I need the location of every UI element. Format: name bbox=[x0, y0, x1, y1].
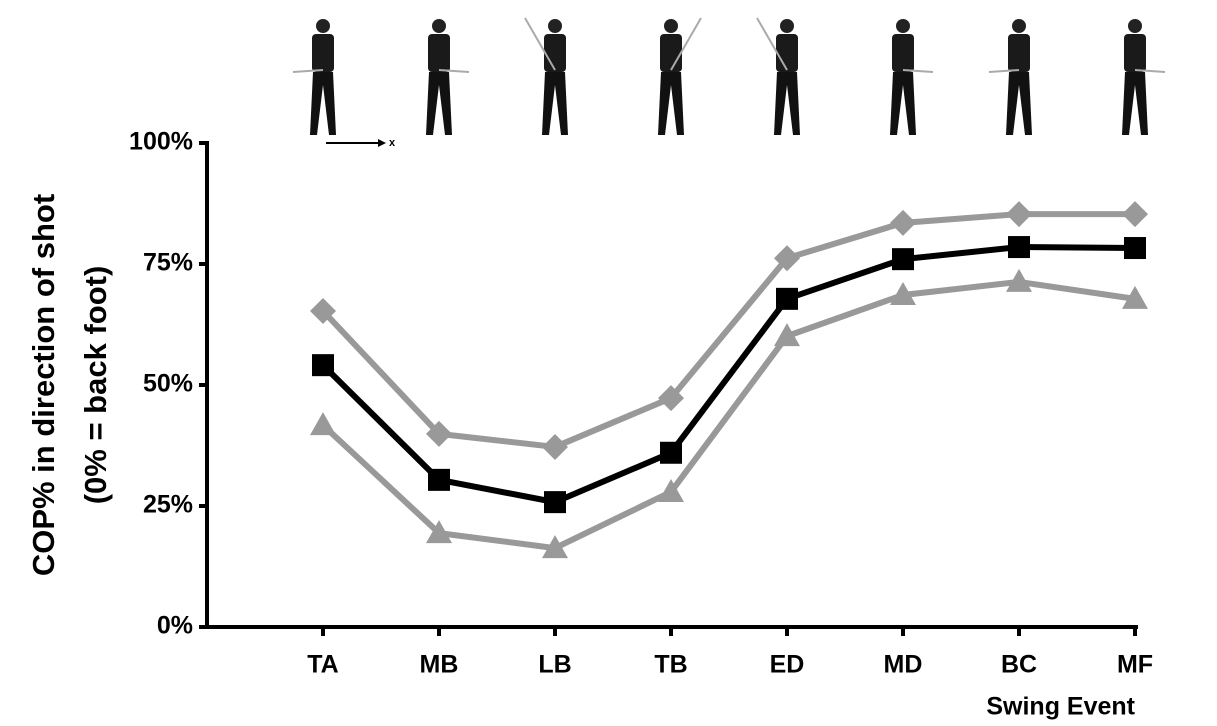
golfer-torso bbox=[776, 34, 798, 72]
y-tick-label: 25% bbox=[143, 491, 193, 519]
y-axis-label-line: COP% in direction of shot bbox=[26, 194, 61, 576]
data-point bbox=[310, 412, 336, 435]
x-tick-label: MB bbox=[420, 651, 459, 679]
golfer bbox=[525, 18, 568, 135]
golfer bbox=[757, 18, 800, 135]
golfer-torso bbox=[428, 34, 450, 72]
data-point bbox=[544, 491, 566, 513]
data-point bbox=[1124, 237, 1146, 259]
data-point bbox=[1122, 201, 1148, 227]
x-tick-label: BC bbox=[1001, 651, 1037, 679]
golfer-torso bbox=[544, 34, 566, 72]
data-point bbox=[660, 442, 682, 464]
data-point bbox=[428, 469, 450, 491]
data-point bbox=[892, 248, 914, 270]
x-tick-label: LB bbox=[538, 651, 571, 679]
golfer-head bbox=[780, 19, 794, 33]
data-point bbox=[1008, 236, 1030, 258]
data-point bbox=[542, 434, 568, 460]
data-point bbox=[312, 354, 334, 376]
golfer-legs bbox=[1006, 72, 1032, 135]
golfer bbox=[989, 19, 1032, 135]
x-tick-label: TA bbox=[307, 651, 338, 679]
x-tick-label: MD bbox=[884, 651, 923, 679]
golfer-images bbox=[293, 18, 1165, 135]
y-tick-label: 75% bbox=[143, 249, 193, 277]
golfer-head bbox=[1012, 19, 1026, 33]
y-axis-label-line: (0% = back foot) bbox=[78, 266, 113, 505]
golfer bbox=[293, 19, 336, 135]
golfer-head bbox=[548, 19, 562, 33]
golfer-torso bbox=[892, 34, 914, 72]
golfer-legs bbox=[1122, 72, 1148, 135]
y-tick-label: 100% bbox=[129, 128, 193, 156]
x-tick-label: MF bbox=[1117, 651, 1153, 679]
golfer-legs bbox=[426, 72, 452, 135]
golfer-head bbox=[316, 19, 330, 33]
golfer-head bbox=[1128, 19, 1142, 33]
chart: COP% in direction of shot (0% = back foo… bbox=[0, 0, 1217, 726]
y-axis-label: COP% in direction of shot (0% = back foo… bbox=[26, 194, 113, 576]
x-tick-label: TB bbox=[654, 651, 687, 679]
data-point bbox=[890, 210, 916, 236]
golfer-torso bbox=[1124, 34, 1146, 72]
golfer bbox=[658, 18, 701, 135]
golfer-torso bbox=[312, 34, 334, 72]
golfer-legs bbox=[658, 72, 684, 135]
data-point bbox=[1006, 201, 1032, 227]
golfer-torso bbox=[660, 34, 682, 72]
data-point bbox=[776, 288, 798, 310]
direction-arrowhead bbox=[378, 139, 386, 147]
y-tick-label: 0% bbox=[157, 612, 193, 640]
golfer-legs bbox=[890, 72, 916, 135]
golfer-torso bbox=[1008, 34, 1030, 72]
golfer-head bbox=[896, 19, 910, 33]
x-axis-label: Swing Event bbox=[986, 693, 1135, 721]
golfer bbox=[426, 19, 469, 135]
x-tick-label: ED bbox=[770, 651, 805, 679]
golfer-head bbox=[664, 19, 678, 33]
y-tick-label: 50% bbox=[143, 370, 193, 398]
golfer bbox=[890, 19, 933, 135]
golfer-legs bbox=[542, 72, 568, 135]
golfer-legs bbox=[774, 72, 800, 135]
golfer-head bbox=[432, 19, 446, 33]
direction-label: x bbox=[389, 137, 396, 149]
series-line bbox=[323, 282, 1135, 548]
golfer-legs bbox=[310, 72, 336, 135]
golfer bbox=[1122, 19, 1165, 135]
